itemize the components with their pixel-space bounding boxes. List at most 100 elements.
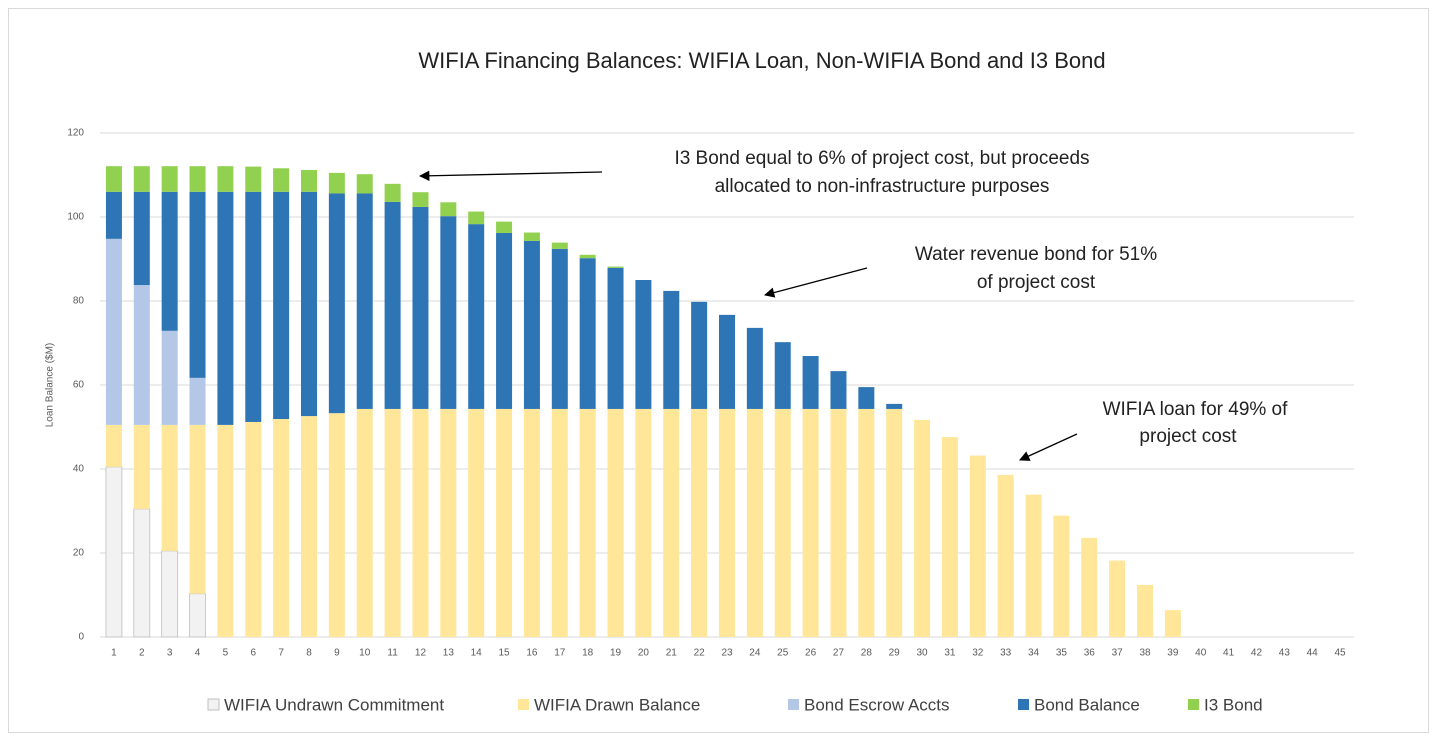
bar-segment <box>802 408 819 637</box>
bar-segment <box>161 550 179 638</box>
x-tick-label: 9 <box>334 648 340 659</box>
bar-segment <box>105 166 122 192</box>
x-tick-label: 19 <box>610 648 622 659</box>
bar-segment <box>440 408 457 637</box>
bar-segment <box>635 408 652 637</box>
x-tick-label: 27 <box>833 648 845 659</box>
x-tick-label: 33 <box>1000 648 1012 659</box>
x-tick-label: 6 <box>250 648 256 659</box>
bar-segment <box>273 168 290 192</box>
bar-segment <box>579 254 596 259</box>
bar-segment <box>161 330 178 425</box>
x-tick-label: 2 <box>139 648 145 659</box>
bar-segment <box>412 408 429 637</box>
bar-segment <box>412 206 429 409</box>
bar-segment <box>496 221 513 233</box>
annotation: of project cost <box>977 272 1096 293</box>
x-tick-label: 22 <box>694 648 706 659</box>
bar-segment <box>496 232 513 409</box>
bar-segment <box>133 424 150 509</box>
bar-segment <box>161 424 178 551</box>
bar-segment <box>161 166 178 192</box>
bar-segment <box>328 193 345 414</box>
bar-segment <box>384 408 401 637</box>
legend-swatch <box>518 699 529 710</box>
bar-segment <box>858 408 875 637</box>
bar-segment <box>245 166 262 192</box>
bar-segment <box>719 314 735 409</box>
bar-segment <box>886 408 903 637</box>
bar-segment <box>356 174 373 194</box>
bar-segment <box>969 455 986 637</box>
bar-segment <box>997 474 1014 637</box>
bar-segment <box>774 342 791 409</box>
x-tick-label: 21 <box>666 648 678 659</box>
x-tick-label: 44 <box>1307 648 1319 659</box>
annotation: Water revenue bond for 51% <box>915 244 1157 265</box>
bar-segment <box>579 258 596 409</box>
bar-segment <box>412 192 429 207</box>
bar-segment <box>914 419 931 637</box>
bar-segment <box>133 508 151 638</box>
bar-segment <box>301 191 317 417</box>
legend-label: WIFIA Drawn Balance <box>534 695 700 714</box>
bar-segment <box>496 408 513 637</box>
x-tick-label: 10 <box>359 648 371 659</box>
bar-segment <box>189 191 206 378</box>
bar-segment <box>579 408 596 637</box>
bar-segment <box>1053 515 1070 637</box>
y-tick-label: 80 <box>73 296 85 307</box>
legend-label: Bond Escrow Accts <box>804 695 950 714</box>
bar-segment <box>105 191 122 239</box>
x-tick-label: 1 <box>111 648 117 659</box>
x-tick-label: 16 <box>526 648 538 659</box>
bar-segment <box>440 202 457 217</box>
legend-swatch <box>207 698 220 711</box>
x-tick-label: 5 <box>223 648 229 659</box>
legend-label: WIFIA Undrawn Commitment <box>224 695 444 714</box>
bar-segment <box>356 193 373 409</box>
bar-segment <box>217 424 234 637</box>
bar-segment <box>133 191 150 286</box>
bar-segment <box>691 301 708 409</box>
bar-segment <box>523 232 540 241</box>
bar-segment <box>105 238 122 425</box>
legend-label: I3 Bond <box>1204 695 1263 714</box>
y-tick-label: 40 <box>73 464 85 475</box>
x-tick-label: 23 <box>721 648 733 659</box>
bar-segment <box>1137 584 1153 637</box>
bar-segment <box>663 408 680 637</box>
bar-segment <box>245 191 262 422</box>
bar-segment <box>328 172 345 194</box>
bar-segment <box>551 242 568 249</box>
bar-segment <box>802 356 819 409</box>
bar-segment <box>774 408 791 637</box>
bar-segment <box>301 416 317 637</box>
x-tick-label: 45 <box>1335 648 1347 659</box>
bar-segment <box>301 169 317 192</box>
y-tick-label: 60 <box>73 380 85 391</box>
bar-segment <box>719 408 735 637</box>
x-tick-label: 32 <box>972 648 984 659</box>
bar-segment <box>523 408 540 637</box>
y-axis-label: Loan Balance ($M) <box>45 343 56 428</box>
x-tick-label: 20 <box>638 648 650 659</box>
bar-segment <box>468 408 485 637</box>
y-tick-label: 100 <box>67 212 84 223</box>
bar-segment <box>161 191 178 331</box>
bar-segment <box>607 408 624 637</box>
x-tick-label: 39 <box>1167 648 1179 659</box>
chart-border <box>8 8 1429 733</box>
bar-segment <box>607 266 624 268</box>
x-tick-label: 28 <box>861 648 873 659</box>
y-tick-label: 120 <box>67 128 84 139</box>
x-tick-label: 8 <box>306 648 312 659</box>
x-tick-label: 29 <box>889 648 901 659</box>
bar-segment <box>607 267 624 409</box>
x-tick-label: 18 <box>582 648 594 659</box>
bar-segment <box>886 403 903 409</box>
bar-segment <box>217 191 234 425</box>
x-tick-label: 31 <box>944 648 956 659</box>
bar-segment <box>105 466 123 638</box>
bar-segment <box>941 437 958 637</box>
